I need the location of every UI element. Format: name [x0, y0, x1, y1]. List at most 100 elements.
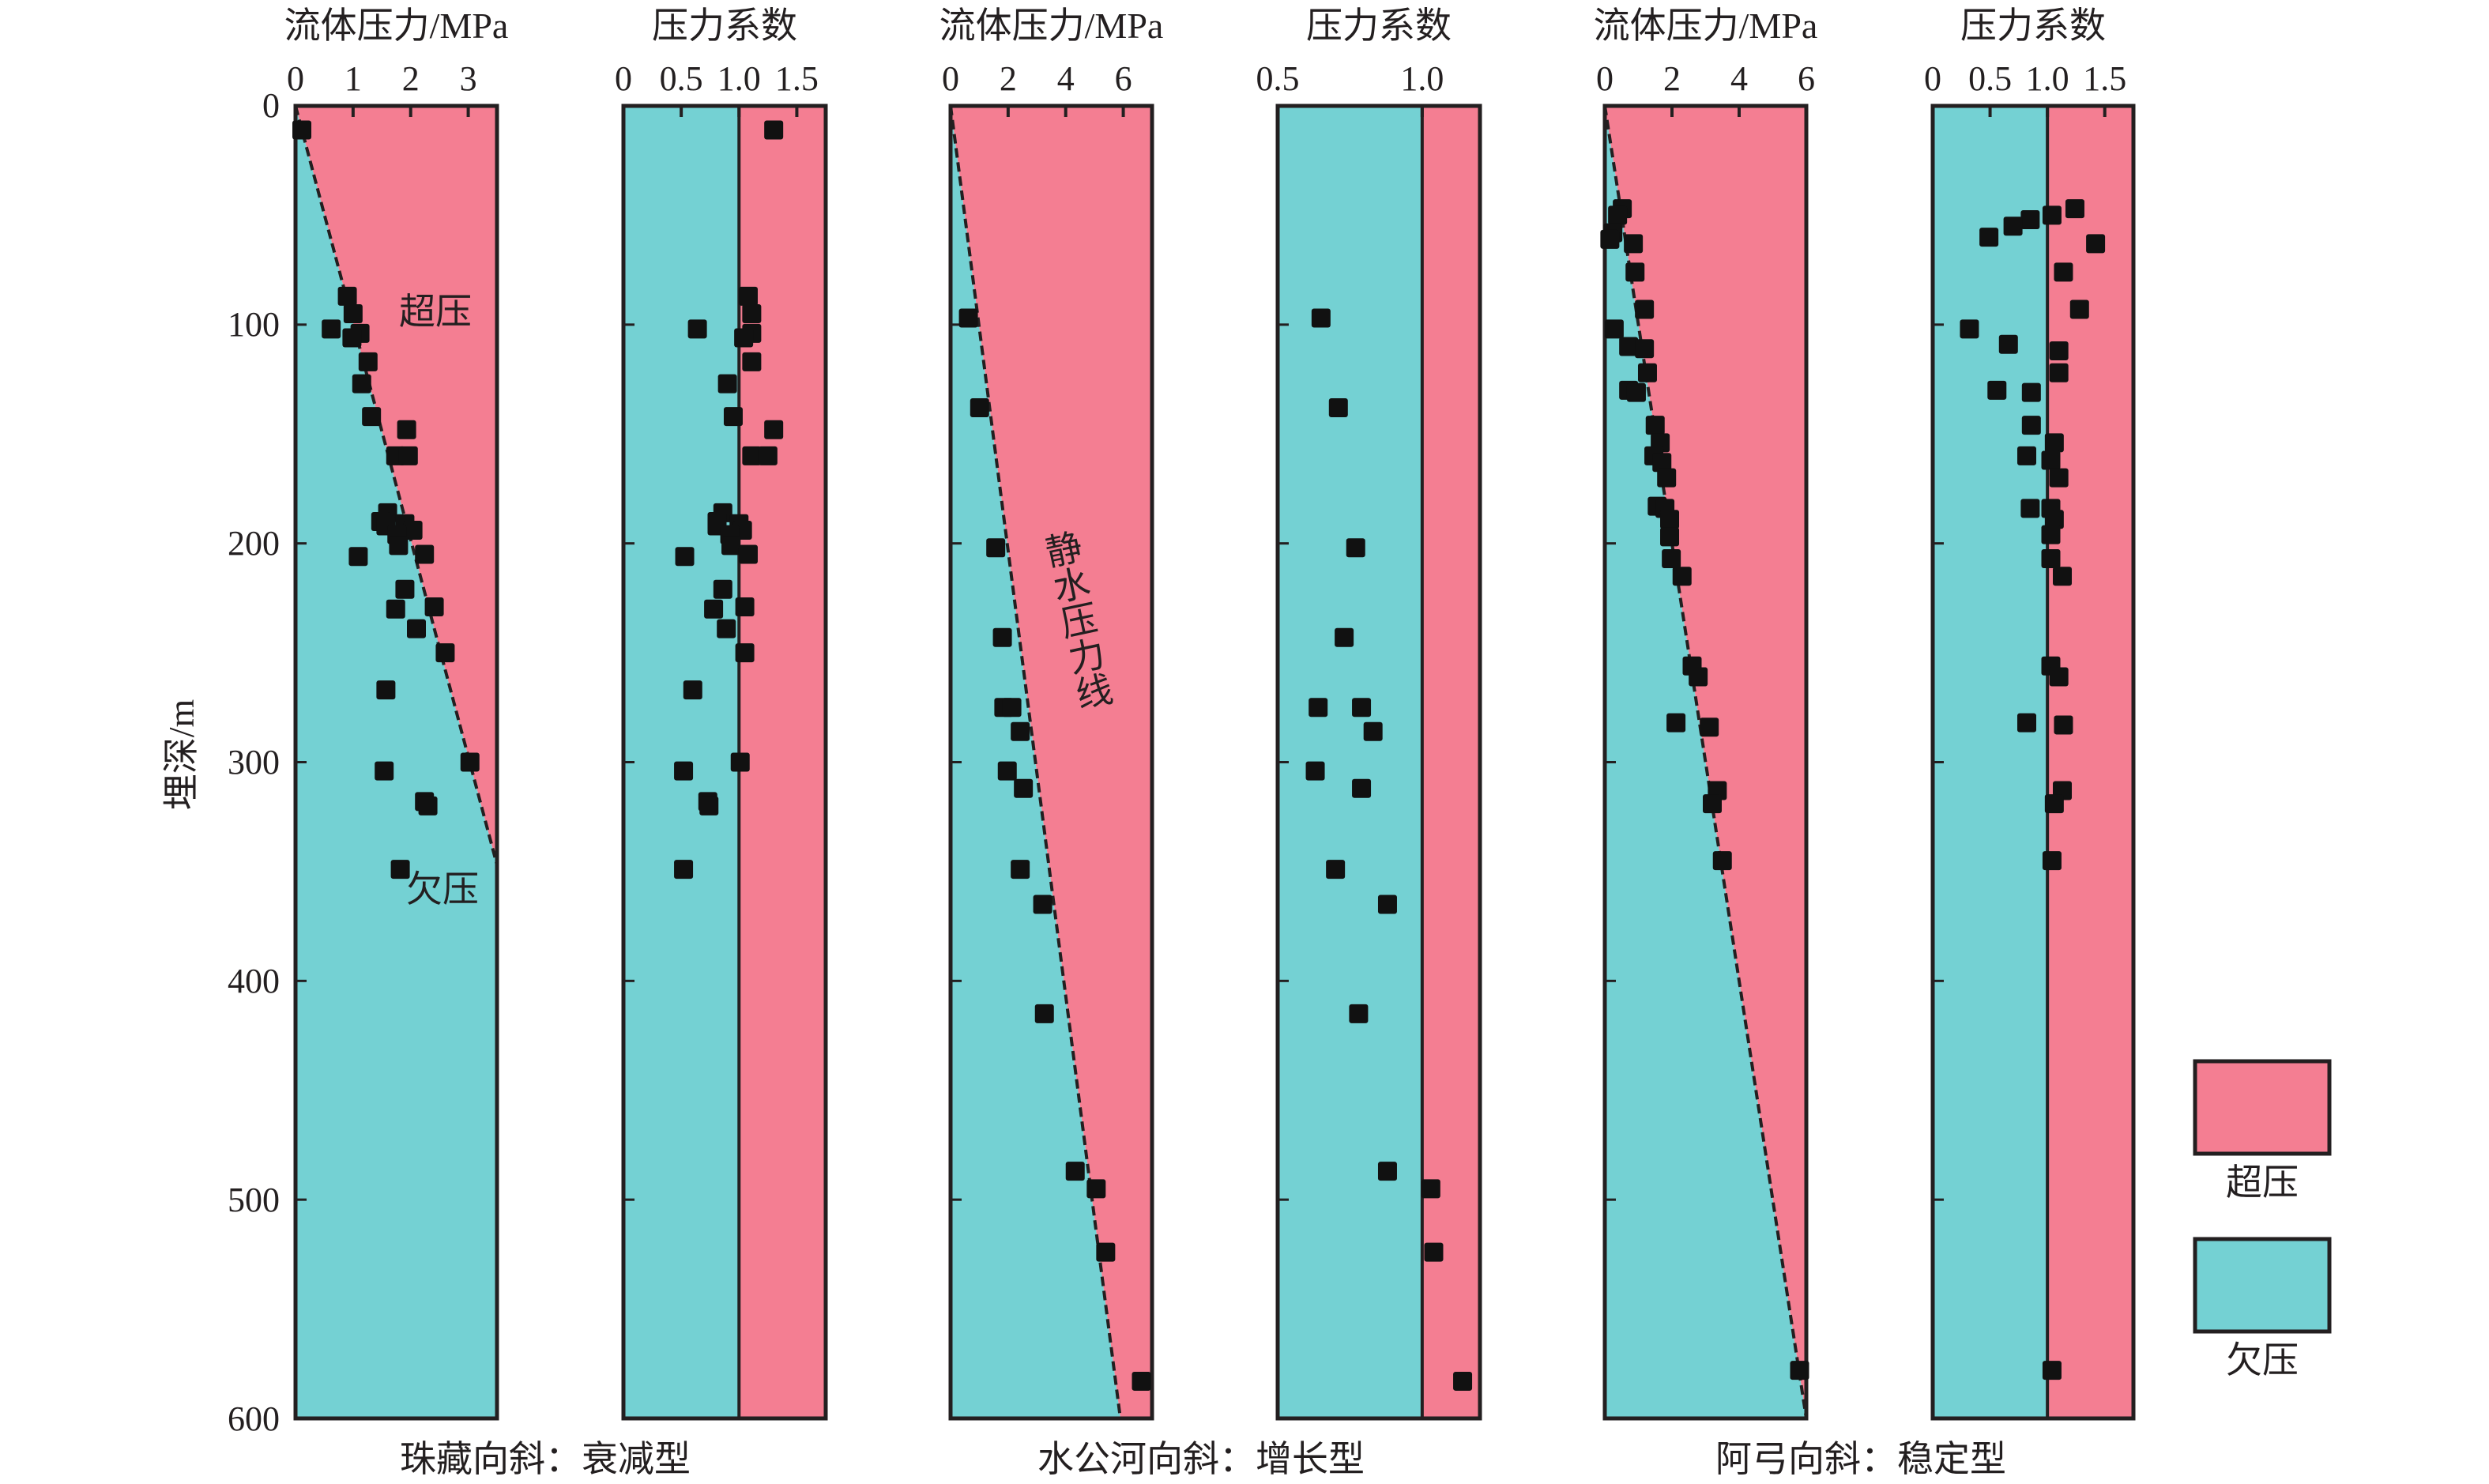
data-point [1624, 234, 1644, 254]
chart-panel: 0.5 1.0 压力系数 [1256, 6, 1482, 1421]
group-caption-zhuzang: 珠藏向斜：衰减型 [400, 1439, 691, 1479]
data-point [2021, 416, 2041, 435]
x-tick-label: 0 [615, 59, 632, 98]
data-point [1311, 308, 1331, 328]
data-point [460, 752, 480, 772]
data-point [2049, 363, 2069, 382]
data-point [1626, 382, 1646, 402]
data-point [699, 796, 719, 815]
data-point [2017, 713, 2037, 733]
data-point [424, 597, 444, 616]
group-caption-agong: 阿弓向斜：稳定型 [1715, 1439, 2006, 1479]
chart-panel: 0 0.5 1.0 1.5 压力系数 [1924, 6, 2136, 1421]
data-point [1328, 398, 1348, 418]
data-point [435, 643, 455, 663]
x-tick-label: 1.5 [2083, 59, 2126, 98]
overpressure-region [1421, 106, 1480, 1418]
data-point [997, 761, 1017, 781]
data-point [2086, 234, 2106, 254]
data-point [1666, 713, 1686, 733]
panel-axis-title: 压力系数 [1306, 6, 1452, 46]
x-tick-label: 2 [1663, 59, 1681, 98]
data-point [1703, 794, 1722, 814]
data-point [348, 547, 368, 567]
data-point [683, 680, 702, 700]
data-point [1305, 761, 1325, 781]
data-point [2020, 209, 2040, 229]
data-point [2017, 446, 2037, 465]
data-point [395, 579, 415, 599]
data-point [1377, 895, 1397, 914]
data-point [2042, 205, 2062, 225]
x-tick-label: 1.0 [717, 59, 761, 98]
data-point [764, 420, 784, 439]
data-point [687, 319, 707, 339]
hydrostatic-line [294, 105, 499, 866]
data-point [738, 286, 758, 306]
underpressure-region [1933, 106, 2048, 1418]
data-point [970, 398, 989, 418]
data-point [2041, 525, 2061, 544]
depth-tick-label: 100 [228, 305, 280, 344]
data-point [1002, 698, 1022, 718]
data-point [390, 860, 410, 879]
data-point [1034, 1004, 1054, 1023]
depth-tick-label: 300 [228, 743, 280, 782]
data-point [2054, 262, 2073, 282]
data-point [1352, 778, 1372, 798]
data-point [398, 446, 418, 465]
panel-axis-title: 流体压力/MPa [939, 6, 1164, 46]
data-point [675, 547, 695, 567]
legend: 超压 欠压 [2193, 1059, 2332, 1380]
data-point [738, 544, 758, 564]
data-point [1645, 416, 1665, 435]
data-point [2003, 217, 2023, 236]
data-point [1453, 1371, 1473, 1391]
x-tick-label: 0.5 [1256, 59, 1300, 98]
panels: 0 1 2 3 流体压力/MPa 0 0.5 1.0 1.5 压力系数 0 2 4 6 流体压力/MPa 0.… [284, 6, 2136, 1421]
data-point [1424, 1242, 1444, 1262]
data-point [2065, 199, 2084, 219]
data-point [713, 579, 732, 599]
data-point [1011, 860, 1030, 879]
data-point [1349, 1004, 1369, 1023]
data-point [1998, 334, 2018, 354]
data-point [742, 446, 762, 465]
data-point [343, 303, 363, 323]
data-point [403, 521, 423, 540]
data-point [376, 680, 396, 700]
data-point [1363, 721, 1383, 741]
data-point [1635, 299, 1655, 319]
x-tick-label: 0.5 [1968, 59, 2012, 98]
underpressure-region [296, 106, 497, 1418]
data-point [1960, 319, 1979, 339]
data-point [721, 536, 741, 556]
overpressure-annotation: 超压 [399, 292, 472, 332]
x-tick-label: 0 [1924, 59, 1941, 98]
data-point [1065, 1162, 1085, 1181]
data-point [986, 538, 1006, 558]
data-point [342, 328, 362, 348]
data-point [1086, 1179, 1106, 1199]
x-tick-label: 2 [402, 59, 420, 98]
data-point [1979, 228, 1999, 247]
data-point [1625, 262, 1645, 282]
data-point [362, 407, 382, 427]
x-tick-label: 3 [460, 59, 477, 98]
data-point [1421, 1179, 1440, 1199]
x-tick-label: 2 [1000, 59, 1017, 98]
x-tick-label: 4 [1730, 59, 1748, 98]
depth-tick-label: 600 [228, 1399, 280, 1438]
depth-axis-title: 埋深/m [161, 699, 201, 811]
data-point [386, 599, 405, 619]
data-point [415, 544, 435, 564]
data-point [1346, 538, 1365, 558]
data-point [758, 446, 778, 465]
x-tick-label: 1.0 [2026, 59, 2069, 98]
panel-axis-title: 流体压力/MPa [284, 6, 509, 46]
data-point [337, 286, 357, 306]
data-point [358, 352, 378, 371]
data-point [992, 627, 1012, 647]
data-point [1352, 698, 1372, 718]
data-point [2041, 549, 2061, 569]
